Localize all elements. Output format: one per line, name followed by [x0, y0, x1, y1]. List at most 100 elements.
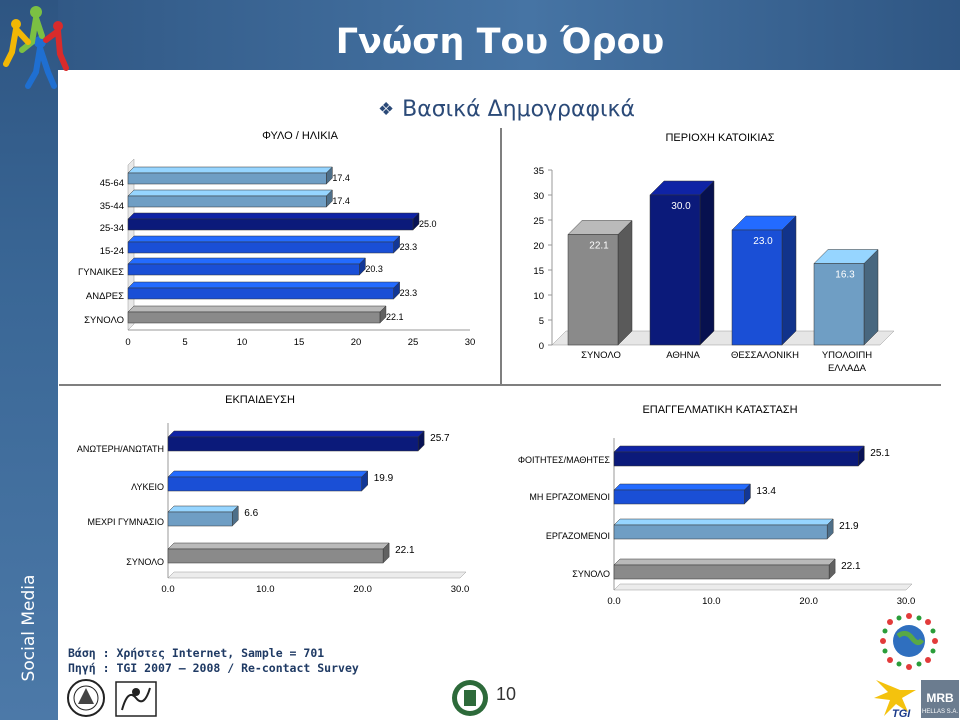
education-tick-label: 30.0 — [451, 584, 470, 595]
education-tick-label: 20.0 — [353, 584, 372, 595]
education-bar-top — [167, 470, 369, 478]
education-bar-front — [167, 436, 419, 452]
education-value-label: 25.7 — [430, 433, 450, 444]
region-bar-front — [649, 194, 701, 346]
occupation-value-label: 13.4 — [756, 486, 776, 497]
gender-age-tick-label: 0 — [125, 337, 130, 348]
occupation-bar — [613, 558, 836, 580]
sidebar: Social Media — [0, 0, 58, 720]
occupation-value-label: 22.1 — [841, 561, 861, 572]
occupation-category-label: ΣΥΝΟΛΟ — [572, 569, 610, 579]
gender-age-tick-label: 30 — [465, 337, 476, 348]
education-bar-front — [167, 476, 362, 492]
gender-age-bar-front — [127, 263, 360, 276]
occupation-tick-label: 10.0 — [702, 596, 721, 607]
occupation-bar-top — [613, 483, 752, 491]
education-tick-label: 0.0 — [161, 584, 174, 595]
gender-age-bar-top — [127, 189, 333, 197]
region-bar-front — [567, 234, 619, 346]
region-tick-label: 10 — [533, 291, 544, 302]
occupation-value-label: 21.9 — [839, 521, 859, 532]
occupation-tick-label: 30.0 — [897, 596, 916, 607]
university-seal-icon — [67, 679, 105, 717]
education-floor — [167, 571, 467, 579]
gender-age-bar-top — [127, 281, 401, 289]
gender-age-category-label: 15-24 — [100, 246, 124, 257]
tgi-logo: TGI — [874, 680, 916, 720]
region-value-label: 30.0 — [671, 201, 691, 212]
globe-people-icon — [880, 613, 938, 670]
gender-age-bar-front — [127, 195, 327, 208]
footnote-source: Πηγή : TGI 2007 – 2008 / Re-contact Surv… — [68, 661, 359, 675]
occupation-bar-front — [613, 489, 745, 505]
divider-vertical — [500, 128, 502, 386]
education-bar-top — [167, 542, 390, 550]
gender-age-bar — [127, 235, 401, 254]
education-bar-top — [167, 430, 425, 438]
region-value-label: 16.3 — [835, 270, 855, 281]
footnote: Βάση : Χρήστες Internet, Sample = 701 Πη… — [68, 646, 359, 676]
gender-age-tick-label: 10 — [237, 337, 248, 348]
mrb-name: MRB — [926, 691, 954, 705]
gender-age-value-label: 20.3 — [365, 264, 383, 274]
region-bar-front — [813, 263, 865, 346]
lab-seal-icon — [115, 681, 157, 717]
region-category-label: ΕΛΛΑΔΑ — [828, 363, 867, 374]
gender-age-bar — [127, 257, 367, 276]
subtitle-row: ❖ Βασικά Δημογραφικά — [378, 94, 635, 124]
occupation-category-label: ΕΡΓΑΖΟΜΕΝΟΙ — [546, 531, 610, 541]
chart-title-occupation: ΕΠΑΓΓΕΛΜΑΤΙΚΗ ΚΑΤΑΣΤΑΣΗ — [642, 404, 798, 416]
education-bar-top — [167, 505, 239, 513]
education-bar — [167, 470, 369, 492]
bullet-diamond-icon: ❖ — [378, 98, 395, 119]
mrb-logo: MRB HELLAS S.A. — [921, 680, 959, 718]
gender-age-bar — [127, 212, 420, 231]
occupation-floor — [613, 583, 913, 591]
occupation-tick-label: 0.0 — [607, 596, 620, 607]
gender-age-bar-front — [127, 172, 327, 185]
gender-age-bar-top — [127, 235, 401, 243]
region-value-label: 23.0 — [753, 236, 773, 247]
education-tick-label: 10.0 — [256, 584, 275, 595]
gender-age-category-label: 45-64 — [100, 178, 124, 189]
region-bar-side — [863, 248, 879, 346]
tgi-text: TGI — [892, 708, 911, 720]
region-category-label: ΣΥΝΟΛΟ — [581, 350, 621, 361]
gender-age-value-label: 23.3 — [400, 242, 418, 252]
occupation-bar-front — [613, 564, 830, 580]
region-tick-label: 20 — [533, 241, 544, 252]
page-number: 10 — [496, 684, 517, 704]
occupation-category-label: ΦΟΙΤΗΤΕΣ/ΜΑΘΗΤΕΣ — [518, 455, 611, 465]
gender-age-bar — [127, 189, 333, 208]
education-bar-front — [167, 548, 384, 564]
region-category-label: ΘΕΣΣΑΛΟΝΙΚΗ — [731, 350, 799, 361]
gender-age-bar-front — [127, 311, 381, 324]
region-bar — [649, 180, 715, 346]
gender-age-bar-front — [127, 218, 414, 231]
occupation-bar-top — [613, 558, 836, 566]
gender-age-value-label: 22.1 — [386, 312, 404, 322]
region-bar — [731, 215, 797, 346]
gender-age-bar-top — [127, 305, 387, 313]
region-bar-front — [731, 229, 783, 346]
chart-title-region: ΠΕΡΙΟΧΗ ΚΑΤΟΙΚΙΑΣ — [665, 132, 775, 144]
education-value-label: 19.9 — [374, 473, 394, 484]
people-logo — [3, 6, 69, 89]
gender-age-tick-label: 15 — [294, 337, 305, 348]
education-category-label: ΣΥΝΟΛΟ — [126, 557, 164, 567]
divider-horizontal — [59, 384, 941, 386]
gender-age-value-label: 17.4 — [332, 173, 350, 183]
gender-age-bar-top — [127, 257, 367, 265]
region-bar-side — [781, 215, 797, 346]
gender-age-category-label: ΓΥΝΑΙΚΕΣ — [78, 267, 124, 278]
education-bar — [167, 505, 239, 527]
region-tick-label: 30 — [533, 191, 544, 202]
region-bar — [813, 248, 879, 346]
gender-age-category-label: 25-34 — [100, 223, 124, 234]
third-seal-icon — [452, 680, 488, 716]
subtitle: Βασικά Δημογραφικά — [402, 96, 635, 122]
region-category-label: ΥΠΟΛΟΙΠΗ — [822, 350, 872, 361]
page-title: Γνώση Του Όρου — [335, 22, 665, 62]
occupation-bar — [613, 445, 865, 467]
gender-age-bar-front — [127, 287, 394, 300]
